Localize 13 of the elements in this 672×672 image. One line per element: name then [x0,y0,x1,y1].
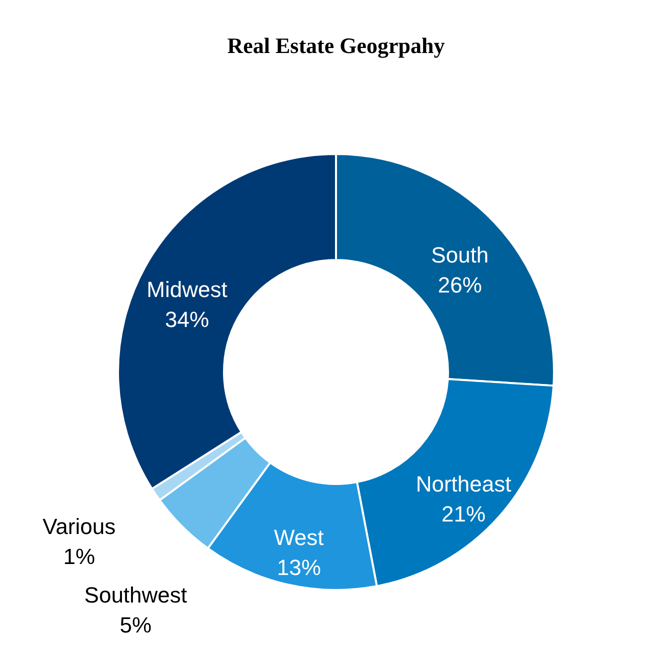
data-label: 21% [441,501,486,526]
data-label: 34% [165,307,210,332]
slice-label: Various [42,514,116,539]
slice-label: Midwest [146,277,228,302]
data-label: 1% [63,544,96,569]
slice-label: South [431,242,489,268]
slice-label: West [274,524,324,550]
data-label: 5% [120,612,152,638]
data-label: 26% [438,272,482,298]
chart-title: Real Estate Geogrpahy [227,33,445,58]
slice-label: Southwest [84,582,188,608]
slice-label: Northeast [416,471,512,496]
data-label: 13% [276,554,321,580]
